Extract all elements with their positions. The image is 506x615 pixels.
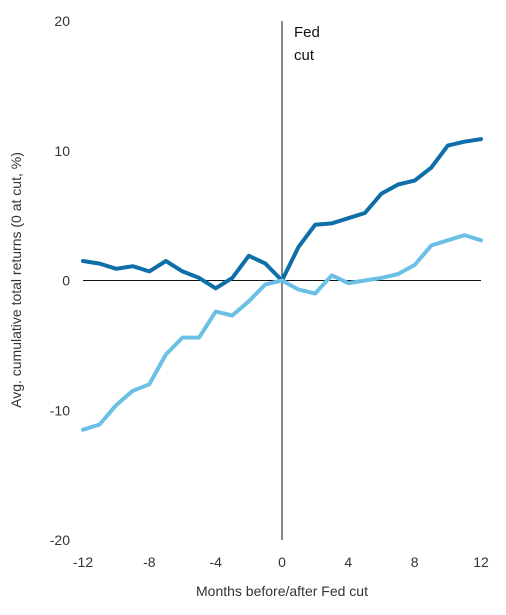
y-axis-title: Avg. cumulative total returns (0 at cut,… <box>8 152 24 408</box>
y-tick-label: -10 <box>50 402 70 418</box>
y-tick-label: -20 <box>50 532 70 548</box>
fed-cut-annotation-line-1: Fed <box>294 24 320 41</box>
series-line-2 <box>81 233 483 432</box>
x-axis-title: Months before/after Fed cut <box>196 583 368 599</box>
x-tick-label: 0 <box>278 554 286 570</box>
x-tick-label: -12 <box>73 554 93 570</box>
y-tick-label: 0 <box>62 273 70 289</box>
x-tick-label: -8 <box>143 554 156 570</box>
y-tick-label: 20 <box>54 13 70 29</box>
fed-cut-annotation-line-2: cut <box>294 47 315 64</box>
x-tick-label: -4 <box>209 554 222 570</box>
y-tick-label: 10 <box>54 143 70 159</box>
x-tick-label: 12 <box>473 554 489 570</box>
x-tick-label: 4 <box>344 554 352 570</box>
x-tick-label: 8 <box>411 554 419 570</box>
